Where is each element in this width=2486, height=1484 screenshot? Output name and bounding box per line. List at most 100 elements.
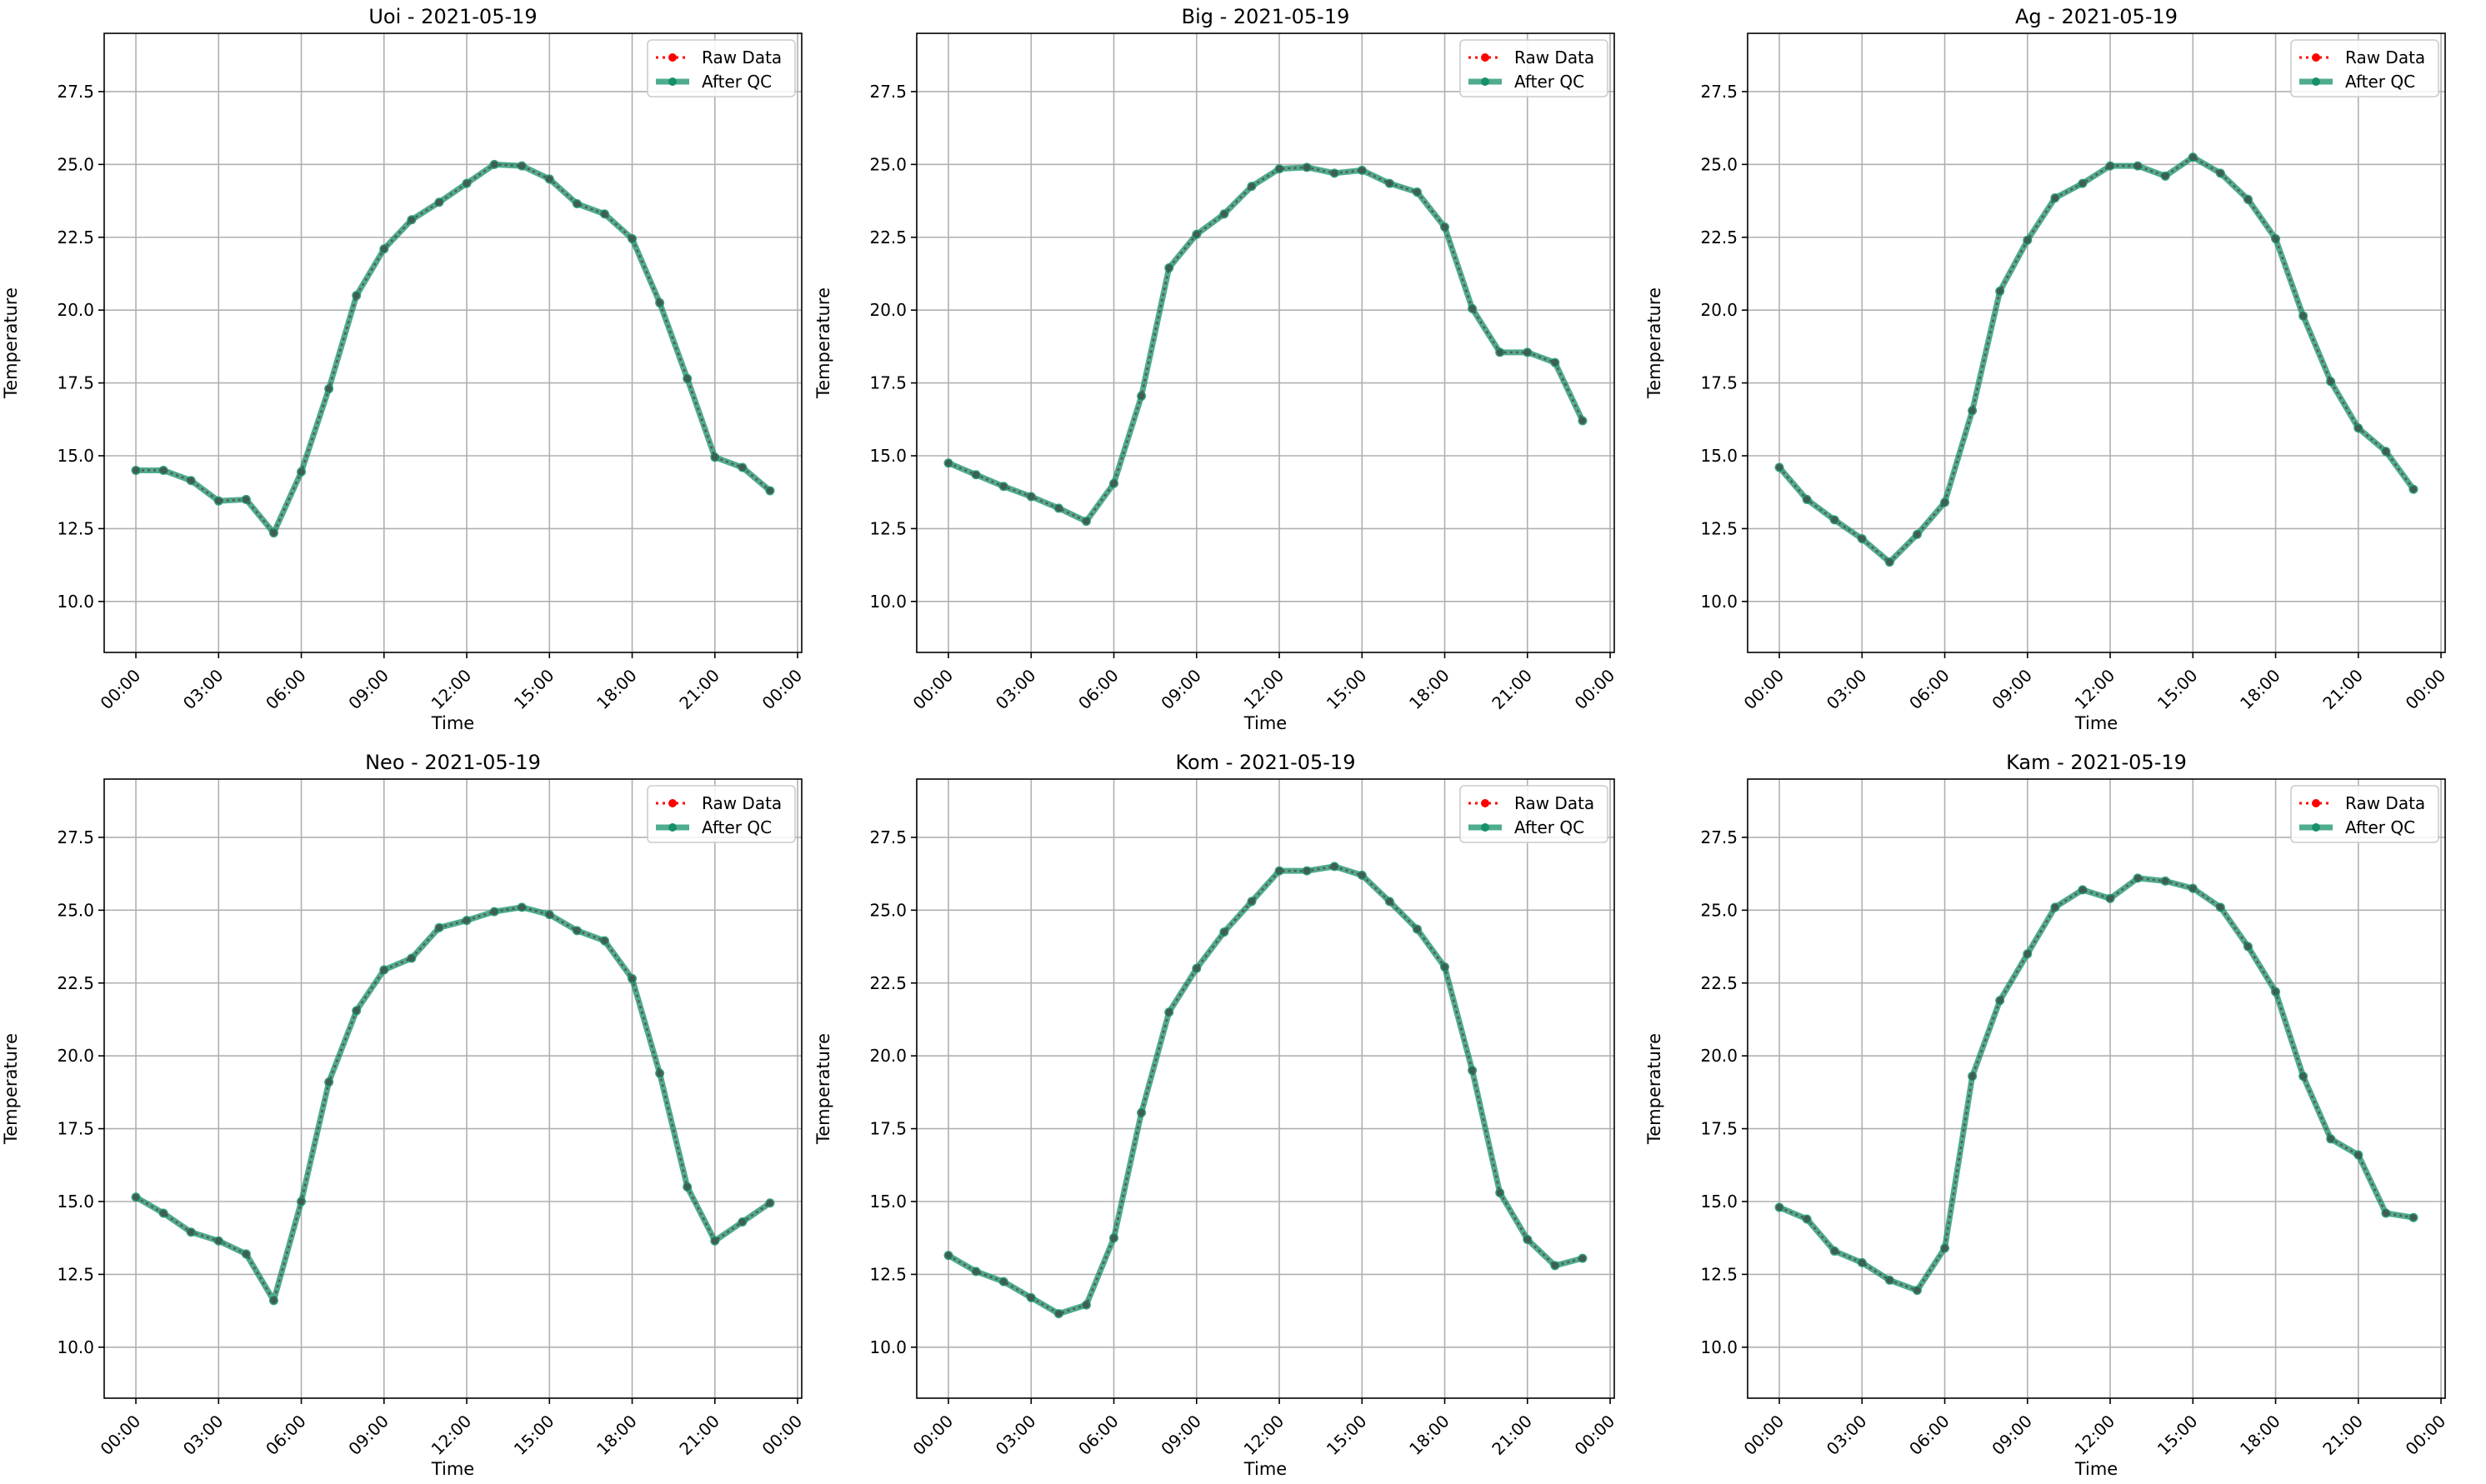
point-raw-data xyxy=(1303,867,1311,875)
point-raw-data xyxy=(1083,517,1090,525)
series-line-raw-data xyxy=(136,163,771,536)
x-tick-label: 18:00 xyxy=(2236,665,2284,713)
legend-label-raw-data: Raw Data xyxy=(2345,793,2425,813)
subplot-6: 00:00 03:00 06:00 09:00 12:00 15:00 18:00 21:00… xyxy=(1644,751,2449,1479)
point-raw-data xyxy=(160,467,168,474)
point-raw-data xyxy=(1551,1262,1558,1269)
y-axis-label: Temperature xyxy=(813,287,833,399)
y-tick-label: 12.5 xyxy=(57,1264,94,1284)
point-raw-data xyxy=(2189,885,2197,892)
y-tick-label: 17.5 xyxy=(1700,373,1738,393)
point-raw-data xyxy=(1551,359,1558,367)
x-tick-label: 06:00 xyxy=(1905,1411,1953,1459)
point-raw-data xyxy=(518,903,526,911)
y-tick-label: 20.0 xyxy=(57,1046,94,1066)
point-raw-data xyxy=(2382,1209,2389,1217)
y-tick-label: 10.0 xyxy=(869,592,907,612)
chart-title: Uoi - 2021-05-19 xyxy=(368,5,537,28)
x-tick-label: 12:00 xyxy=(2071,665,2119,713)
x-tick-label: 15:00 xyxy=(2153,1411,2202,1459)
point-raw-data xyxy=(2107,162,2114,170)
y-tick-label: 25.0 xyxy=(869,154,907,174)
legend-marker-after-qc xyxy=(668,77,677,86)
point-raw-data xyxy=(1000,482,1008,490)
point-raw-data xyxy=(1248,182,1255,190)
point-raw-data xyxy=(1110,1234,1118,1242)
legend: Raw Data After QC xyxy=(2290,39,2439,97)
x-axis-label: Time xyxy=(1243,713,1287,733)
point-raw-data xyxy=(408,955,415,962)
y-tick-label: 12.5 xyxy=(57,518,94,538)
x-tick-label: 09:00 xyxy=(344,665,393,713)
point-raw-data xyxy=(133,1193,140,1201)
x-tick-label: 12:00 xyxy=(2071,1411,2119,1459)
y-tick-label: 20.0 xyxy=(1700,300,1738,320)
x-tick-label: 21:00 xyxy=(675,1411,723,1459)
point-raw-data xyxy=(2354,424,2362,432)
y-axis-label: Temperature xyxy=(813,1033,833,1145)
x-tick-label: 21:00 xyxy=(1488,665,1536,713)
point-raw-data xyxy=(656,299,663,307)
point-raw-data xyxy=(518,162,526,170)
point-raw-data xyxy=(711,1237,718,1245)
point-raw-data xyxy=(973,1267,980,1275)
point-raw-data xyxy=(2327,377,2334,385)
x-axis-label: Time xyxy=(431,713,474,733)
series-line-after-qc xyxy=(1776,154,2417,566)
point-raw-data xyxy=(1165,1008,1173,1016)
point-raw-data xyxy=(2023,237,2031,244)
point-raw-data xyxy=(2107,895,2114,902)
point-raw-data xyxy=(1578,1255,1586,1262)
point-raw-data xyxy=(1055,504,1063,512)
point-raw-data xyxy=(2051,903,2058,911)
y-tick-label: 27.5 xyxy=(1700,827,1738,847)
x-tick-label: 09:00 xyxy=(1988,665,2036,713)
point-raw-data xyxy=(325,1078,333,1086)
legend-label-after-qc: After QC xyxy=(2345,72,2415,92)
point-raw-data xyxy=(2078,180,2086,187)
point-raw-data xyxy=(1468,1067,1476,1074)
y-tick-label: 25.0 xyxy=(1700,900,1738,920)
x-tick-label: 03:00 xyxy=(179,665,228,713)
point-raw-data xyxy=(1831,1247,1838,1255)
point-raw-data xyxy=(1496,348,1503,356)
point-raw-data xyxy=(2299,312,2307,320)
legend-marker-after-qc xyxy=(668,823,677,832)
chart-title: Big - 2021-05-19 xyxy=(1182,5,1350,28)
x-tick-label: 00:00 xyxy=(1571,665,1619,713)
point-raw-data xyxy=(243,496,250,503)
point-raw-data xyxy=(435,198,443,206)
y-tick-label: 22.5 xyxy=(869,227,907,247)
point-raw-data xyxy=(973,471,980,478)
point-raw-data xyxy=(243,1250,250,1257)
point-raw-data xyxy=(945,459,953,467)
y-tick-label: 10.0 xyxy=(1700,1337,1738,1357)
point-raw-data xyxy=(1886,558,1893,566)
point-raw-data xyxy=(711,453,718,461)
point-raw-data xyxy=(1000,1278,1008,1286)
point-raw-data xyxy=(298,468,305,476)
point-raw-data xyxy=(2409,486,2417,493)
point-raw-data xyxy=(1055,1310,1063,1317)
point-raw-data xyxy=(1413,926,1421,933)
x-tick-label: 18:00 xyxy=(1405,665,1453,713)
legend-marker-raw-data xyxy=(1481,799,1489,807)
point-raw-data xyxy=(1386,897,1393,905)
series-line-raw-data xyxy=(135,906,771,1304)
y-tick-label: 20.0 xyxy=(1700,1046,1738,1066)
chart-title: Neo - 2021-05-19 xyxy=(365,751,541,774)
y-tick-label: 22.5 xyxy=(1700,973,1738,993)
y-tick-label: 27.5 xyxy=(1700,82,1738,102)
y-tick-label: 22.5 xyxy=(57,227,94,247)
point-raw-data xyxy=(1941,1244,1948,1252)
point-raw-data xyxy=(1220,210,1228,217)
point-raw-data xyxy=(1468,305,1476,312)
y-tick-label: 12.5 xyxy=(869,518,907,538)
x-tick-label: 09:00 xyxy=(1988,1411,2036,1459)
point-raw-data xyxy=(1913,531,1921,538)
axes-frame xyxy=(916,778,1615,1399)
point-raw-data xyxy=(1028,1294,1035,1302)
point-raw-data xyxy=(738,1218,746,1226)
point-raw-data xyxy=(1858,535,1866,542)
